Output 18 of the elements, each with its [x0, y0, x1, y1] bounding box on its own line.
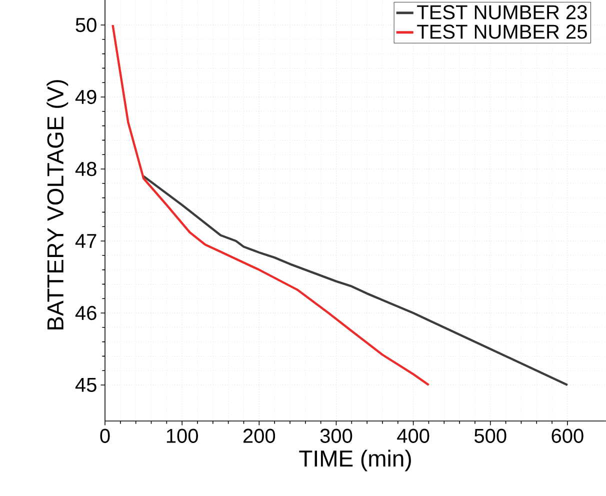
x-tick-label: 400 — [397, 428, 430, 443]
x-tick-label: 100 — [166, 428, 198, 443]
x-axis-title: TIME (min) — [299, 450, 411, 472]
y-tick-label: 50 — [76, 18, 96, 32]
x-tick-label: 0 — [100, 428, 110, 443]
y-tick-label: 45 — [75, 378, 96, 392]
legend-label: TEST NUMBER 23 — [417, 5, 587, 20]
legend-label: TEST NUMBER 25 — [417, 24, 587, 39]
line-series — [142, 175, 569, 386]
x-tick-label: 600 — [552, 428, 584, 443]
y-tick-label: 49 — [75, 90, 96, 104]
x-tick-label: 300 — [320, 428, 352, 443]
y-tick-label: 47 — [75, 234, 96, 248]
x-tick-label: 200 — [243, 428, 276, 443]
x-tick-label: 500 — [474, 428, 506, 443]
y-axis-title: BATTERY VOLTAGE (V) — [46, 80, 68, 330]
y-tick-label: 48 — [75, 162, 96, 176]
y-tick-label: 46 — [75, 306, 96, 320]
